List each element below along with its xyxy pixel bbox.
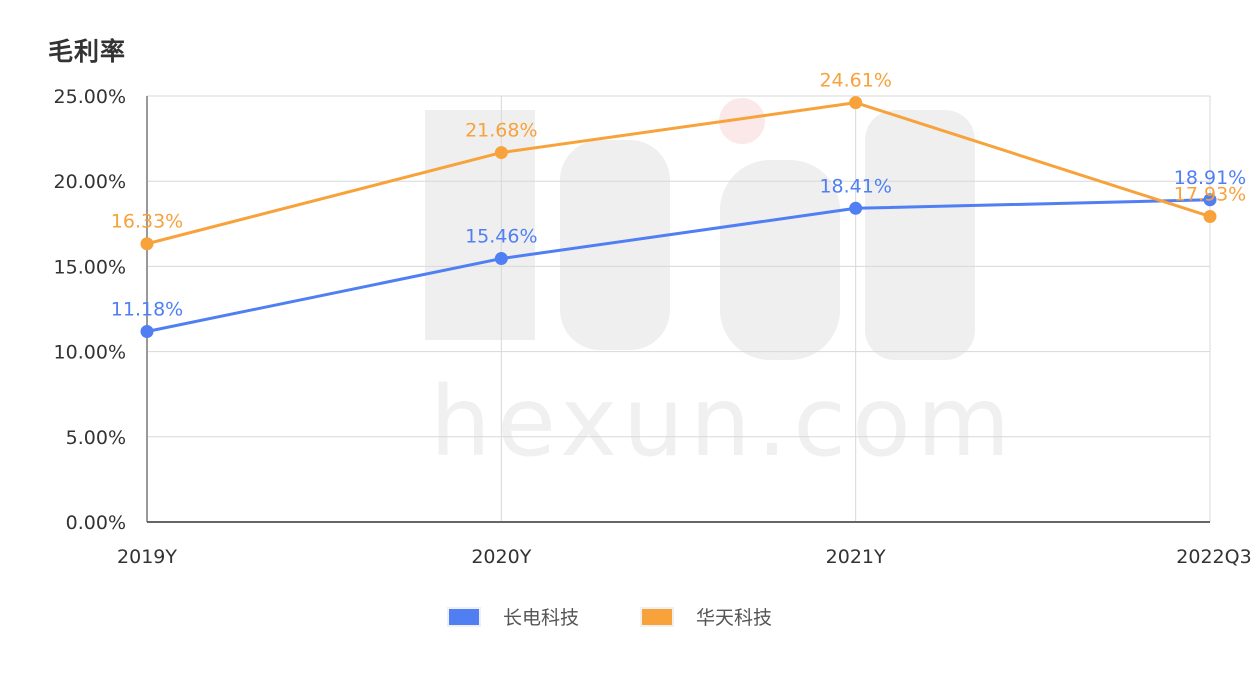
svg-text:2019Y: 2019Y [117, 546, 177, 568]
svg-text:0.00%: 0.00% [66, 512, 126, 534]
legend-item-huatian[interactable]: 华天科技 [640, 603, 772, 630]
svg-text:2020Y: 2020Y [471, 546, 531, 568]
legend-swatch-icon [447, 606, 481, 627]
legend-label: 长电科技 [503, 607, 580, 629]
svg-text:16.33%: 16.33% [111, 211, 183, 233]
svg-text:24.61%: 24.61% [819, 70, 891, 92]
svg-text:15.00%: 15.00% [54, 256, 126, 278]
svg-text:2022Q3: 2022Q3 [1176, 546, 1251, 568]
svg-text:18.41%: 18.41% [819, 175, 891, 197]
legend: 长电科技 华天科技 [0, 603, 1258, 633]
legend-label: 华天科技 [696, 607, 773, 629]
svg-text:2021Y: 2021Y [826, 546, 886, 568]
legend-swatch-icon [640, 606, 674, 627]
svg-text:17.93%: 17.93% [1174, 183, 1246, 205]
hexun-watermark: hexun.com [425, 98, 1016, 478]
series-lines [140, 96, 1217, 338]
data-labels: 11.18% 15.46% 18.41% 18.91% 16.33% 21.68% 24.6… [111, 70, 1246, 321]
axes [146, 96, 1210, 523]
svg-text:25.00%: 25.00% [54, 86, 126, 108]
svg-text:18.91%: 18.91% [1174, 167, 1246, 189]
y-axis-ticks: 0.00% 5.00% 10.00% 15.00% 20.00% 25.00% [54, 86, 126, 534]
svg-text:5.00%: 5.00% [66, 427, 126, 449]
svg-text:11.18%: 11.18% [111, 298, 183, 320]
svg-text:21.68%: 21.68% [465, 120, 537, 142]
svg-text:hexun.com: hexun.com [430, 366, 1016, 478]
chart-title: 毛利率 [48, 37, 127, 66]
svg-text:10.00%: 10.00% [54, 342, 126, 364]
svg-text:20.00%: 20.00% [54, 171, 126, 193]
svg-text:15.46%: 15.46% [465, 226, 537, 248]
legend-item-changdian[interactable]: 长电科技 [447, 603, 579, 630]
x-axis-ticks: 2019Y 2020Y 2021Y 2022Q3 [117, 546, 1252, 568]
